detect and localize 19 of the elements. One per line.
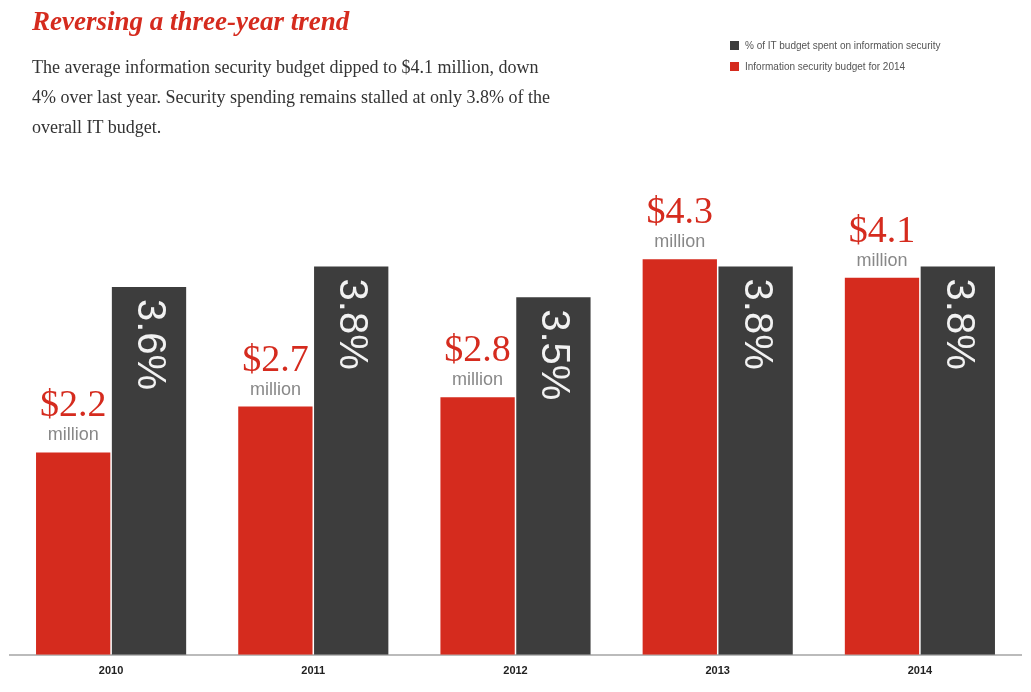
x-tick-label: 2014 bbox=[907, 664, 934, 677]
data-label: $4.3 million bbox=[646, 189, 714, 252]
data-label: 3.8% bbox=[736, 278, 781, 370]
data-label: 3.8% bbox=[938, 278, 983, 370]
x-tick-label: 2011 bbox=[301, 664, 326, 677]
data-label: $2.7 million bbox=[242, 336, 309, 399]
data-label: $2.2 million bbox=[39, 382, 107, 445]
x-tick-label: 2012 bbox=[503, 664, 528, 677]
data-label: $4.1 million bbox=[848, 207, 916, 270]
chart-title: Reversing a three-year trend bbox=[32, 6, 350, 37]
x-tick-label: 2013 bbox=[705, 664, 730, 677]
legend-label: Information security budget for 2014 bbox=[745, 61, 906, 72]
data-label: $2.8 million bbox=[444, 327, 511, 390]
data-label: 3.8% bbox=[332, 278, 377, 370]
legend-label: % of IT budget spent on information security bbox=[745, 40, 941, 51]
x-tick-label: 2010 bbox=[98, 664, 124, 677]
data-label: 3.5% bbox=[534, 309, 579, 401]
data-label: 3.6% bbox=[129, 298, 174, 391]
chart-subtitle: The average information security budget dipped to $4.1 million, down 4% over last year. Security spending remains stalled at only 3.8% of the overall IT budget. bbox=[32, 56, 551, 139]
